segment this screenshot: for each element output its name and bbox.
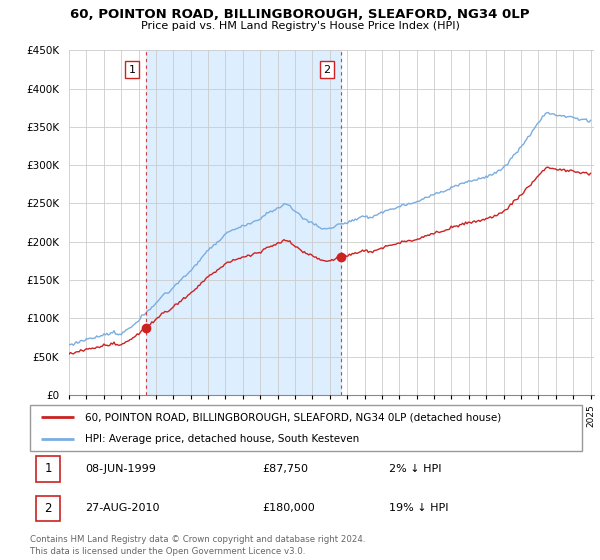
Text: Price paid vs. HM Land Registry's House Price Index (HPI): Price paid vs. HM Land Registry's House … [140,21,460,31]
Text: 2: 2 [323,64,331,74]
FancyBboxPatch shape [30,405,582,451]
Text: Contains HM Land Registry data © Crown copyright and database right 2024.
This d: Contains HM Land Registry data © Crown c… [30,535,365,556]
FancyBboxPatch shape [35,496,61,521]
Text: £180,000: £180,000 [262,503,314,513]
Text: 27-AUG-2010: 27-AUG-2010 [85,503,160,513]
Text: 2: 2 [44,502,52,515]
Text: 1: 1 [129,64,136,74]
Text: 08-JUN-1999: 08-JUN-1999 [85,464,156,474]
Text: 2% ↓ HPI: 2% ↓ HPI [389,464,442,474]
Text: 60, POINTON ROAD, BILLINGBOROUGH, SLEAFORD, NG34 0LP: 60, POINTON ROAD, BILLINGBOROUGH, SLEAFO… [70,8,530,21]
Bar [146,50,341,395]
Text: 19% ↓ HPI: 19% ↓ HPI [389,503,448,513]
Text: HPI: Average price, detached house, South Kesteven: HPI: Average price, detached house, Sout… [85,435,359,444]
Text: 1: 1 [44,463,52,475]
FancyBboxPatch shape [35,456,61,482]
Text: 60, POINTON ROAD, BILLINGBOROUGH, SLEAFORD, NG34 0LP (detached house): 60, POINTON ROAD, BILLINGBOROUGH, SLEAFO… [85,412,502,422]
Text: £87,750: £87,750 [262,464,308,474]
